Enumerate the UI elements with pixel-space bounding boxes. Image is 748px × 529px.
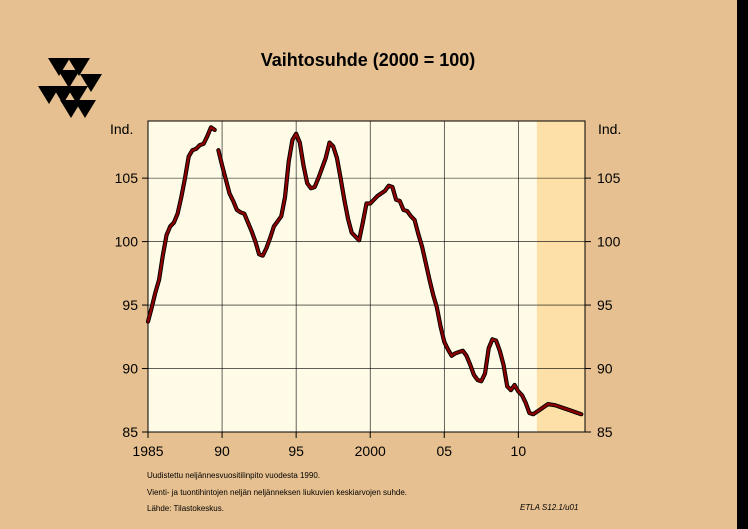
x-tick-label: 1985 [132, 443, 163, 459]
x-tick-label: 95 [288, 443, 304, 459]
y-tick-label-left: 105 [115, 170, 139, 186]
etla-triangles-logo [38, 58, 102, 118]
y-tick-label-right: 100 [597, 234, 621, 250]
axis-ticks [142, 177, 591, 438]
y-tick-label-left: 100 [115, 234, 139, 250]
chart-title: Vaihtosuhde (2000 = 100) [261, 50, 476, 70]
x-tick-label: 90 [214, 443, 230, 459]
x-tick-label: 10 [511, 443, 527, 459]
y-tick-label-right: 90 [597, 361, 613, 377]
plot-frame [147, 120, 586, 433]
x-tick-label: 2000 [355, 443, 386, 459]
y-tick-label-left: 95 [122, 297, 138, 313]
x-tick-label: 05 [436, 443, 452, 459]
y-tick-label-left: 90 [122, 361, 138, 377]
y-tick-label-left: 85 [122, 424, 138, 440]
plot-area [148, 121, 585, 432]
y-unit-right: Ind. [598, 121, 621, 137]
y-tick-label-right: 85 [597, 424, 613, 440]
series-group [145, 125, 584, 417]
source-code: ETLA S12.1/u01 [520, 503, 579, 512]
y-tick-label-right: 105 [597, 170, 621, 186]
footnote-source: Lähde: Tilastokeskus. [147, 504, 224, 513]
forecast-band [536, 121, 585, 432]
footnote-revision: Uudistettu neljännesvuositilinpito vuode… [147, 471, 321, 480]
series-line [217, 132, 583, 416]
series-line [146, 126, 216, 323]
footnote-method: Vienti- ja tuontihintojen neljän neljänn… [147, 488, 408, 497]
y-unit-left: Ind. [110, 121, 133, 137]
gridlines [148, 121, 585, 433]
y-tick-label-right: 95 [597, 297, 613, 313]
